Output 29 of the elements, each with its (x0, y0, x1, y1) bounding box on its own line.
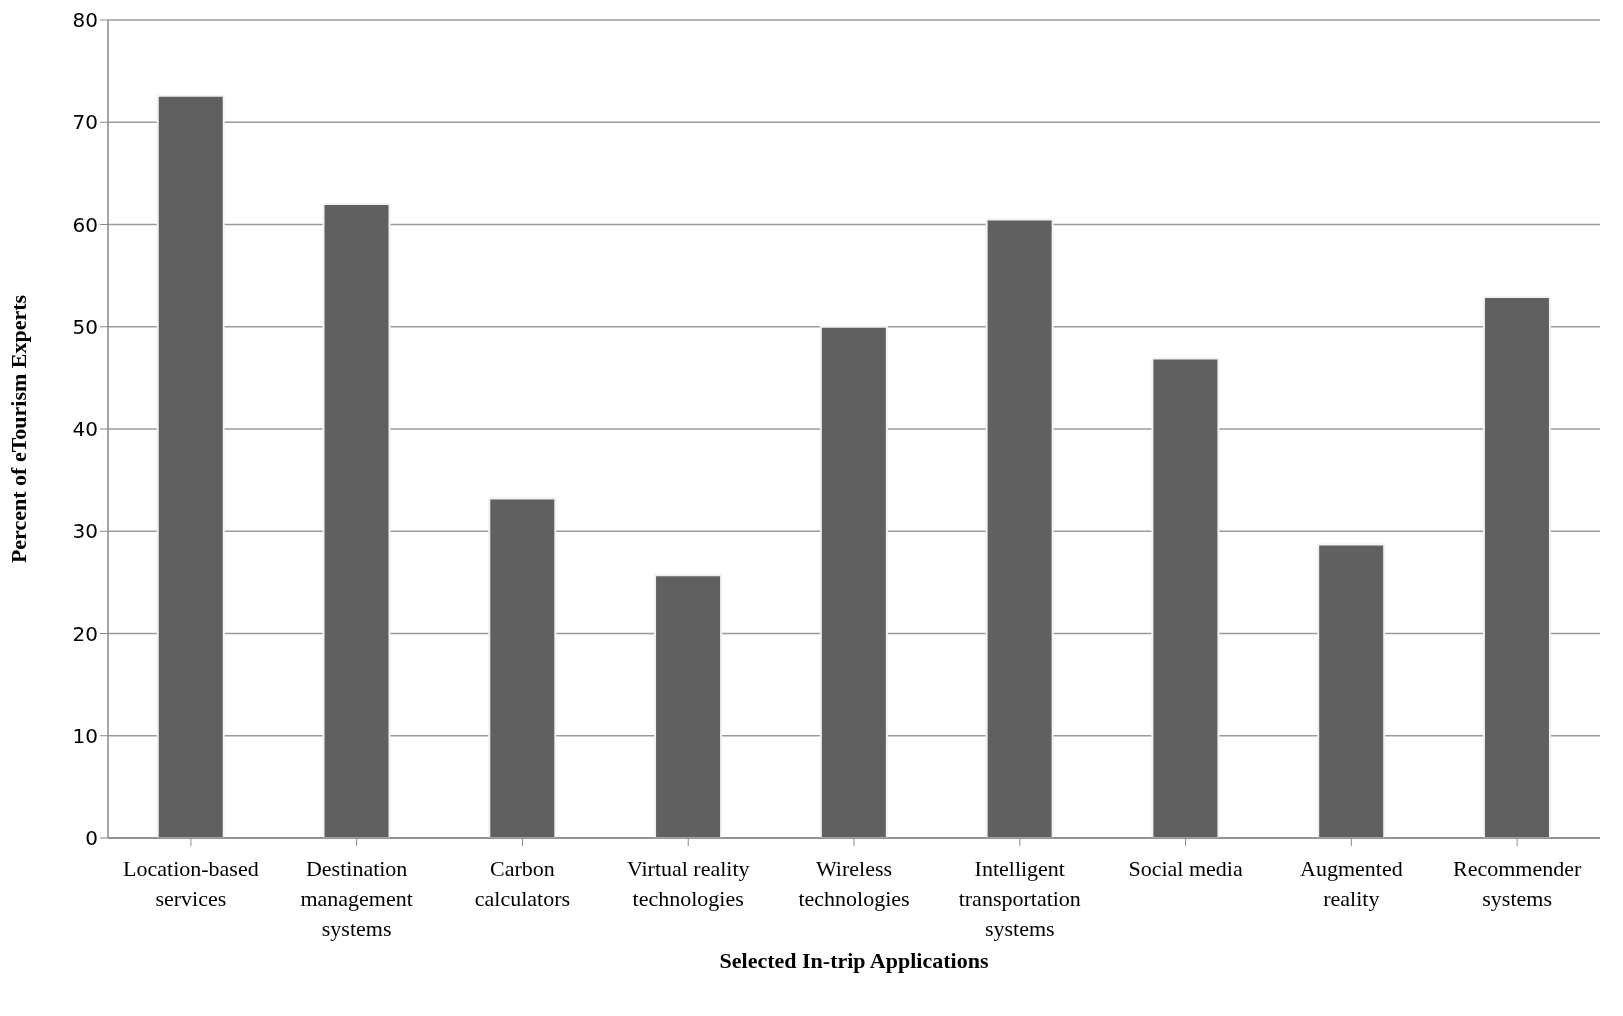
bar (156, 94, 225, 838)
bar (1151, 357, 1220, 838)
x-tick-label: Location-based services (123, 856, 259, 911)
y-tick-label: 20 (72, 621, 98, 646)
bar (322, 203, 391, 838)
bar (654, 574, 723, 838)
x-tick-label: Virtual reality technologies (626, 856, 750, 911)
bar (1482, 296, 1551, 838)
x-tick-label: Augmented reality (1300, 856, 1403, 911)
x-tick-label: Social media (1128, 856, 1243, 881)
x-axis-title: Selected In-trip Applications (719, 948, 989, 973)
y-tick-label: 30 (72, 519, 98, 544)
y-tick-label: 80 (72, 8, 98, 33)
bar (1317, 543, 1386, 838)
y-tick-label: 60 (72, 212, 98, 237)
x-tick-label: Carbon calculators (474, 856, 571, 911)
x-tick-label: Destination management systems (300, 856, 413, 941)
y-axis-title: Percent of eTourism Experts (5, 294, 31, 564)
bar (819, 325, 888, 838)
y-tick-label: 0 (85, 826, 98, 851)
x-tick-label: Wireless technologies (798, 856, 910, 911)
y-tick-label: 10 (72, 723, 98, 748)
bar (488, 497, 557, 838)
y-tick-label: 40 (72, 417, 98, 442)
bar (985, 218, 1054, 838)
y-tick-label: 50 (72, 314, 98, 339)
y-tick-label: 70 (72, 110, 98, 135)
x-tick-label: Recommender systems (1452, 856, 1582, 911)
x-tick-label: Intelligent transportation systems (958, 856, 1081, 941)
